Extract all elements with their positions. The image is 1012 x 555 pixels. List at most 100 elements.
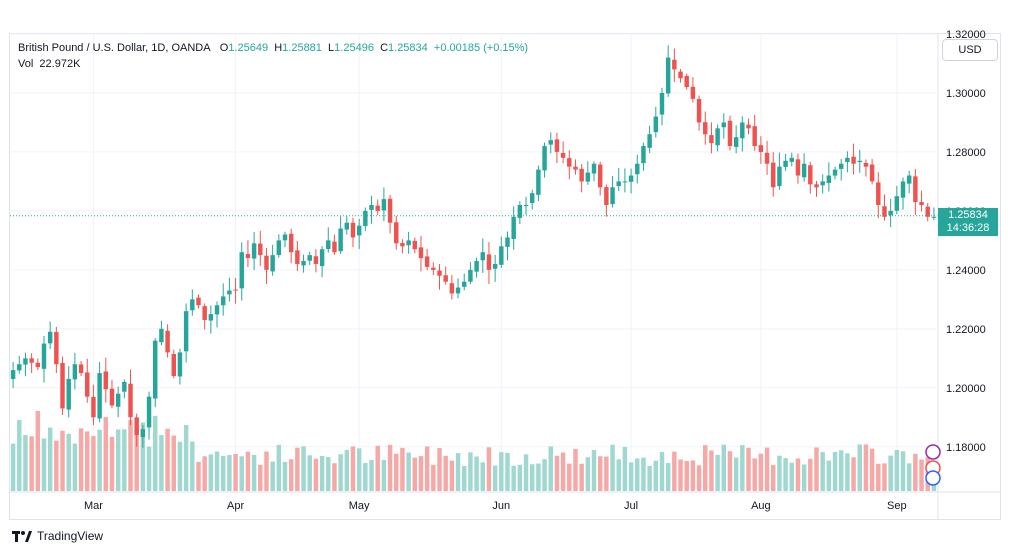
alert-icon[interactable] [925, 444, 941, 460]
volume-bar [146, 446, 152, 491]
candle-body [208, 314, 214, 321]
tradingview-logo[interactable]: TradingView [12, 529, 103, 543]
symbol-title[interactable]: British Pound / U.S. Dollar, 1D, OANDA [18, 42, 211, 54]
candle-body [906, 175, 912, 184]
candle-body [517, 205, 523, 218]
y-tick-label: 1.28000 [946, 147, 986, 159]
candle-body [505, 237, 510, 247]
candle-body [301, 261, 306, 266]
volume-bar [455, 453, 461, 491]
volume-bar [23, 435, 28, 491]
low-label: L [328, 42, 335, 54]
calendar-icon[interactable] [925, 470, 941, 486]
volume-bar [906, 463, 912, 491]
candle-body [196, 297, 201, 306]
volume-bar [888, 455, 893, 491]
volume-bar [882, 463, 887, 491]
candle-body [66, 378, 71, 410]
volume-bar [103, 417, 109, 491]
candle-body [431, 267, 436, 270]
candle-body [499, 246, 504, 265]
volume-bar [900, 451, 906, 491]
candle-body [573, 166, 578, 170]
volume-bar [307, 455, 312, 491]
candle-body [258, 243, 263, 256]
candle-body [47, 331, 53, 344]
volume-bar [523, 454, 529, 491]
candle-body [696, 98, 702, 123]
volume-bar [783, 458, 788, 491]
high-label: H [274, 42, 283, 54]
volume-bar [647, 465, 652, 491]
candle-body [270, 255, 275, 272]
volume-bar [10, 443, 16, 491]
volume-bar [424, 446, 430, 491]
candle-body [97, 373, 102, 419]
candle-body [715, 128, 720, 146]
candle-body [183, 311, 189, 352]
indicator-icons[interactable] [925, 444, 941, 486]
candle-body [863, 162, 869, 167]
tradingview-logo-icon [12, 530, 32, 542]
volume-bar [585, 457, 591, 491]
candle-body [400, 243, 405, 247]
volume-bar [820, 452, 825, 491]
x-tick-label: Mar [84, 500, 103, 512]
y-tick-label: 1.18000 [946, 442, 986, 454]
volume-bar [758, 453, 764, 491]
volume-bar [282, 461, 288, 491]
volume-bar [78, 428, 84, 491]
volume-bar [295, 447, 300, 491]
candle-body [177, 352, 183, 377]
candle-body [146, 396, 152, 428]
volume-bar [542, 459, 547, 491]
volume-bar [727, 451, 733, 491]
candle-body [616, 181, 621, 186]
candle-body [894, 196, 900, 211]
volume-bar [536, 463, 541, 491]
volume-label: Vol [18, 58, 34, 70]
volume-bar [857, 444, 862, 491]
candle-body [801, 163, 807, 178]
candle-body [122, 381, 127, 392]
volume-bar [876, 463, 881, 491]
volume-bar [591, 450, 597, 491]
candle-body [159, 328, 164, 343]
volume-bar [258, 464, 263, 491]
volume-bar [746, 447, 751, 491]
candle-body [227, 290, 232, 295]
low-value: 1.25496 [334, 42, 374, 54]
volume-bar [128, 420, 133, 491]
volume-bar [863, 444, 869, 491]
volume-bar [245, 451, 251, 491]
currency-button[interactable]: USD [942, 39, 998, 61]
candle-body [628, 175, 634, 182]
volume-bar [326, 457, 331, 491]
volume-bar [85, 431, 90, 491]
volume-bar [838, 450, 844, 491]
candle-body [529, 193, 535, 204]
volume-bar [567, 463, 572, 491]
volume-bar [486, 447, 492, 491]
volume-bar [462, 465, 467, 491]
candle-body [684, 76, 689, 88]
volume-bar [672, 451, 677, 491]
volume-bar [437, 448, 442, 491]
candle-body [919, 201, 924, 206]
candle-body [913, 176, 918, 203]
candle-body [622, 181, 628, 183]
candle-body [727, 120, 733, 147]
volume-bar [597, 456, 603, 491]
high-value: 1.25881 [282, 42, 322, 54]
volume-bar [183, 424, 189, 491]
candle-body [740, 122, 745, 139]
volume-bar [740, 445, 745, 491]
volume-bar [301, 446, 306, 491]
volume-bar [814, 447, 819, 491]
candle-body [838, 163, 844, 169]
candle-body [845, 157, 850, 163]
volume-bar [159, 435, 164, 491]
volume-bar [387, 444, 393, 491]
volume-legend: Vol 22.972K [18, 58, 80, 70]
